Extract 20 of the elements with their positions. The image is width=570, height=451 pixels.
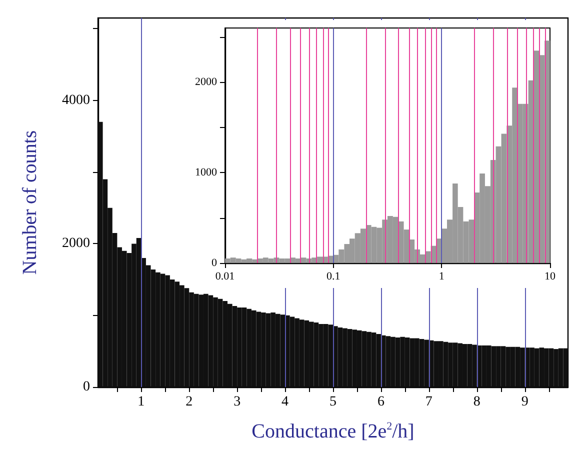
x-tick-label: 10 xyxy=(544,270,556,282)
x-tick-label: 8 xyxy=(473,394,480,410)
x-tick-label: 6 xyxy=(377,394,384,410)
x-tick-label: 0.01 xyxy=(215,270,235,282)
x-tick-label: 4 xyxy=(282,394,289,410)
x-tick-label: 1 xyxy=(138,394,145,410)
y-axis-title: Number of counts xyxy=(19,130,41,275)
y-tick-label: 4000 xyxy=(62,92,90,108)
y-tick-label: 2000 xyxy=(62,236,90,252)
y-tick-label: 2000 xyxy=(195,76,218,88)
y-tick-label: 0 xyxy=(212,257,218,269)
x-tick-label: 3 xyxy=(234,394,241,410)
x-tick-label: 2 xyxy=(186,394,193,410)
x-tick-label: 7 xyxy=(425,394,432,410)
y-tick-label: 1000 xyxy=(195,166,218,179)
x-tick-label: 5 xyxy=(330,394,336,410)
x-tick-label: 1 xyxy=(438,270,444,282)
x-tick-label: 0.1 xyxy=(326,270,340,282)
y-tick-label: 0 xyxy=(83,380,90,394)
x-tick-label: 9 xyxy=(521,394,528,410)
